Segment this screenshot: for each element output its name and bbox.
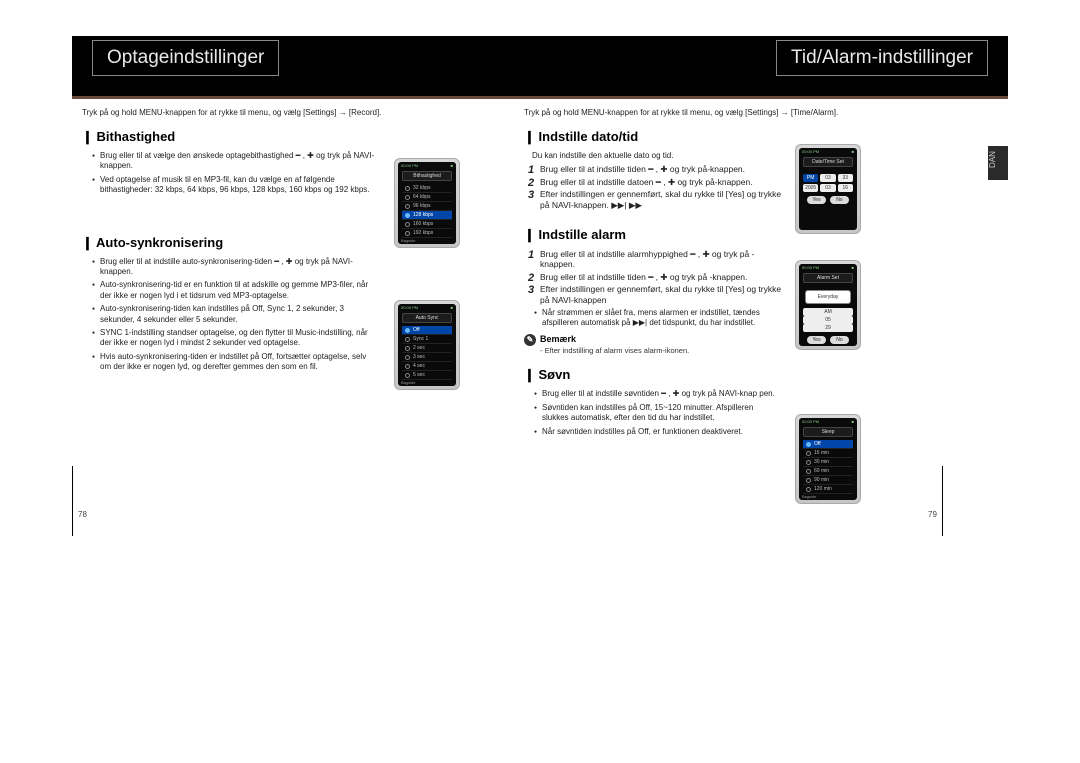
title-left: Optageindstillinger (92, 40, 279, 76)
screen-footer: Bagside (802, 494, 816, 499)
screen-title: Date/Time Set (803, 157, 853, 167)
list-item-selected: Off (803, 440, 853, 449)
accent-strip (72, 96, 1008, 99)
bullet-item: Søvntiden kan indstilles på Off, 15~120 … (534, 403, 782, 424)
screen-title: Auto Sync (402, 313, 452, 323)
bullet-item: Auto-synkronisering-tiden kan indstilles… (92, 304, 377, 325)
device-shot-sleep: 00:00 PM■ Sleep Off 15 min 30 min 60 min… (795, 414, 861, 504)
step-item: 1Brug eller til at indstille alarmhyppig… (528, 249, 782, 270)
bullet-item: Auto-synkronisering-tid er en funktion t… (92, 280, 377, 301)
date-dd: 16 (838, 184, 853, 192)
yes-btn: Yes (807, 196, 826, 204)
bullet-item: Brug eller til at indstille auto-synkron… (92, 257, 377, 278)
step-item: 3Efter indstillingen er gennemført, skal… (528, 189, 782, 210)
device-shot-autosync: 00:00 PM■ Auto Sync Off Sync 1 2 sec 3 s… (394, 300, 460, 390)
title-right: Tid/Alarm-indstillinger (776, 40, 988, 76)
step-item: 2Brug eller til at indstille tiden ━ , ✚… (528, 272, 782, 283)
time-hh: 03 (820, 174, 835, 182)
bithastighed-bullets: Brug eller til at vælge den ønskede opta… (82, 151, 377, 196)
right-column: Tryk på og hold MENU-knappen for at rykk… (524, 108, 924, 440)
page-number-left: 78 (78, 510, 87, 519)
list-item: 3 sec (402, 353, 452, 362)
autosync-bullets: Brug eller til at indstille auto-synkron… (82, 257, 377, 373)
list-item: 30 min (803, 458, 853, 467)
clock-text: 00:00 PM (401, 163, 418, 169)
datetime-desc: Du kan indstille den aktuelle dato og ti… (524, 151, 924, 160)
screen-title: Sleep (803, 427, 853, 437)
list-item: 32 kbps (402, 184, 452, 193)
list-item: 120 min (803, 485, 853, 494)
alarm-steps: 1Brug eller til at indstille alarmhyppig… (524, 249, 782, 306)
device-shot-bitrate: 00:00 PM■ Bithastighed 32 kbps 64 kbps 9… (394, 158, 460, 248)
step-item: 2Brug eller til at indstille datoen ━ , … (528, 177, 782, 188)
page-number-right: 79 (928, 510, 937, 519)
bullet-item: Hvis auto-synkronisering-tiden er indsti… (92, 352, 377, 373)
step-item: 3Efter indstillingen er gennemført, skal… (528, 284, 782, 305)
screen-footer: Bagside (401, 238, 415, 243)
alarm-mm: 29 (803, 324, 853, 332)
sleep-bullets: Brug eller til at indstille søvntiden ━ … (524, 389, 782, 437)
bullet-item: Når søvntiden indstilles på Off, er funk… (534, 427, 782, 437)
bullet-item: SYNC 1-indstilling standser optagelse, o… (92, 328, 377, 349)
list-item: 2 sec (402, 344, 452, 353)
alarm-bullets: Når strømmen er slået fra, mens alarmen … (524, 308, 782, 329)
left-intro: Tryk på og hold MENU-knappen for at rykk… (82, 108, 482, 117)
heading-bithastighed: Bithastighed (82, 129, 482, 145)
step-item: 1Brug eller til at indstille tiden ━ , ✚… (528, 164, 782, 175)
no-btn: No (830, 336, 849, 344)
date-mm: 03 (820, 184, 835, 192)
screen-title: Alarm Set (803, 273, 853, 283)
list-item-selected: Off (402, 326, 452, 335)
note-text: - Efter indstilling af alarm vises alarm… (524, 346, 924, 355)
no-btn: No (830, 196, 849, 204)
time-mm: 33 (838, 174, 853, 182)
yes-btn: Yes (807, 336, 826, 344)
list-item: Sync 1 (402, 335, 452, 344)
list-item: 90 min (803, 476, 853, 485)
bullet-item: Brug eller til at indstille søvntiden ━ … (534, 389, 782, 399)
list-item: 60 min (803, 467, 853, 476)
list-item: 5 sec (402, 371, 452, 380)
alarm-ampm: AM (803, 308, 853, 316)
vertical-rule-right (942, 466, 943, 536)
date-yyyy: 2005 (803, 184, 818, 192)
list-item: 160 kbps (402, 220, 452, 229)
list-item: 15 min (803, 449, 853, 458)
bullet-item: Brug eller til at vælge den ønskede opta… (92, 151, 377, 172)
alarm-mode: Everyday (805, 290, 851, 304)
time-ampm: PM (803, 174, 818, 182)
bullet-item: Ved optagelse af musik til en MP3-fil, k… (92, 175, 377, 196)
list-item: 96 kbps (402, 202, 452, 211)
heading-sleep: Søvn (524, 367, 924, 383)
heading-alarm: Indstille alarm (524, 227, 924, 243)
list-item: 64 kbps (402, 193, 452, 202)
device-shot-alarm: 00:00 PM■ Alarm Set Everyday AM 05 29 Ye… (795, 260, 861, 350)
language-tab: DAN (988, 146, 1008, 180)
heading-datetime: Indstille dato/tid (524, 129, 924, 145)
device-shot-datetime: 00:00 PM■ Date/Time Set PM 03 33 2005 03… (795, 144, 861, 234)
right-intro: Tryk på og hold MENU-knappen for at rykk… (524, 108, 924, 117)
bullet-item: Når strømmen er slået fra, mens alarmen … (534, 308, 782, 329)
vertical-rule-left (72, 466, 73, 536)
list-item: 192 kbps (402, 229, 452, 238)
list-item-selected: 128 kbps (402, 211, 452, 220)
alarm-hh: 05 (803, 316, 853, 324)
note-label: Bemærk (524, 334, 924, 344)
list-item: 4 sec (402, 362, 452, 371)
datetime-steps: 1Brug eller til at indstille tiden ━ , ✚… (524, 164, 782, 211)
screen-title: Bithastighed (402, 171, 452, 181)
screen-footer: Bagside (401, 380, 415, 385)
